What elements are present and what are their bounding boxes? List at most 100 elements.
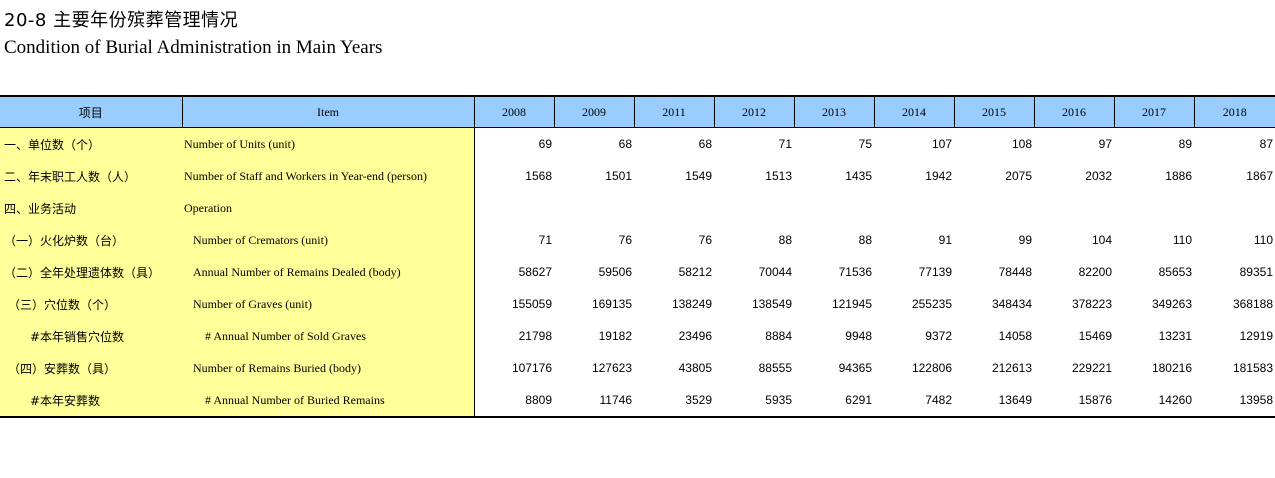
value-cell [1194, 192, 1275, 224]
page-title-chinese: 20-8 主要年份殡葬管理情况 [4, 10, 239, 31]
value-cell: 82200 [1034, 256, 1114, 288]
value-cell: 110 [1194, 224, 1275, 256]
header-year: 2015 [953, 95, 1034, 128]
value-cell: 14260 [1114, 384, 1194, 418]
value-cell: 99 [954, 224, 1034, 256]
value-cell: 5935 [714, 384, 794, 418]
header-year: 2012 [713, 95, 794, 128]
value-cell: 138249 [634, 288, 714, 320]
value-cell: 76 [554, 224, 634, 256]
value-cell: 75 [794, 127, 874, 160]
header-year: 2018 [1193, 95, 1275, 128]
value-cell: 229221 [1034, 352, 1114, 384]
value-cell: 1513 [714, 160, 794, 192]
value-cell: 88 [794, 224, 874, 256]
value-cell: 181583 [1194, 352, 1275, 384]
row-label-cn: 二、年末职工人数（人） [0, 160, 182, 192]
header-row: 项目 Item 2008 2009 2011 2012 2013 2014 20… [0, 95, 1275, 128]
table-row: #本年安葬数 # Annual Number of Buried Remains 8… [0, 384, 1275, 418]
value-cell: 1942 [874, 160, 954, 192]
value-cell: 11746 [554, 384, 634, 418]
value-cell: 89351 [1194, 256, 1275, 288]
header-year: 2013 [793, 95, 874, 128]
row-label-en: Number of Staff and Workers in Year-end … [182, 160, 475, 192]
value-cell: 110 [1114, 224, 1194, 256]
value-cell: 69 [474, 127, 554, 160]
value-cell: 1435 [794, 160, 874, 192]
row-label-cn: （三）穴位数（个） [0, 288, 182, 320]
row-label-en: Number of Graves (unit) [182, 288, 475, 320]
header-year: 2009 [553, 95, 634, 128]
value-cell: 3529 [634, 384, 714, 418]
row-label-en: Number of Units (unit) [182, 127, 475, 160]
value-cell: 127623 [554, 352, 634, 384]
row-label-cn: #本年安葬数 [0, 384, 182, 418]
value-cell: 121945 [794, 288, 874, 320]
page-title-english: Condition of Burial Administration in Ma… [4, 37, 383, 58]
value-cell [794, 192, 874, 224]
value-cell: 13231 [1114, 320, 1194, 352]
table-header: 项目 Item 2008 2009 2011 2012 2013 2014 20… [0, 95, 1275, 128]
value-cell: 59506 [554, 256, 634, 288]
row-label-en: Operation [182, 192, 475, 224]
value-cell: 85653 [1114, 256, 1194, 288]
value-cell: 2032 [1034, 160, 1114, 192]
value-cell: 15469 [1034, 320, 1114, 352]
value-cell: 70044 [714, 256, 794, 288]
value-cell: 348434 [954, 288, 1034, 320]
value-cell: 13649 [954, 384, 1034, 418]
value-cell: 169135 [554, 288, 634, 320]
value-cell: 71536 [794, 256, 874, 288]
value-cell: 108 [954, 127, 1034, 160]
value-cell: 76 [634, 224, 714, 256]
value-cell: 155059 [474, 288, 554, 320]
value-cell: 9372 [874, 320, 954, 352]
value-cell: 9948 [794, 320, 874, 352]
value-cell: 107176 [474, 352, 554, 384]
value-cell: 368188 [1194, 288, 1275, 320]
row-label-en: Annual Number of Remains Dealed (body) [182, 256, 475, 288]
value-cell: 87 [1194, 127, 1275, 160]
value-cell: 68 [554, 127, 634, 160]
value-cell: 180216 [1114, 352, 1194, 384]
table-row: 二、年末职工人数（人） Number of Staff and Workers i… [0, 160, 1275, 192]
value-cell: 104 [1034, 224, 1114, 256]
value-cell: 349263 [1114, 288, 1194, 320]
value-cell: 58212 [634, 256, 714, 288]
header-item-en: Item [181, 95, 474, 128]
value-cell: 19182 [554, 320, 634, 352]
value-cell: 15876 [1034, 384, 1114, 418]
table-row: （二）全年处理遗体数（具） Annual Number of Remains De… [0, 256, 1275, 288]
value-cell [554, 192, 634, 224]
row-label-cn: （二）全年处理遗体数（具） [0, 256, 182, 288]
value-cell: 94365 [794, 352, 874, 384]
value-cell: 1886 [1114, 160, 1194, 192]
value-cell: 1501 [554, 160, 634, 192]
table-row: 一、单位数（个） Number of Units (unit) 69 68 68 71 75… [0, 127, 1275, 160]
table-row: （一）火化炉数（台） Number of Cremators (unit) 71 76… [0, 224, 1275, 256]
table-row: 四、业务活动 Operation [0, 192, 1275, 224]
table-row: （四）安葬数（具） Number of Remains Buried (body)… [0, 352, 1275, 384]
value-cell: 88 [714, 224, 794, 256]
header-year: 2008 [473, 95, 554, 128]
table-row: #本年销售穴位数 # Annual Number of Sold Graves 21… [0, 320, 1275, 352]
value-cell: 89 [1114, 127, 1194, 160]
value-cell: 8809 [474, 384, 554, 418]
value-cell: 13958 [1194, 384, 1275, 418]
value-cell: 1549 [634, 160, 714, 192]
value-cell: 78448 [954, 256, 1034, 288]
header-year: 2011 [633, 95, 714, 128]
value-cell: 91 [874, 224, 954, 256]
header-year: 2016 [1033, 95, 1114, 128]
value-cell: 8884 [714, 320, 794, 352]
burial-statistics-table: 项目 Item 2008 2009 2011 2012 2013 2014 20… [0, 95, 1275, 418]
value-cell: 23496 [634, 320, 714, 352]
value-cell: 12919 [1194, 320, 1275, 352]
value-cell: 88555 [714, 352, 794, 384]
value-cell [874, 192, 954, 224]
value-cell: 58627 [474, 256, 554, 288]
value-cell [714, 192, 794, 224]
row-label-en: # Annual Number of Buried Remains [182, 384, 475, 418]
value-cell [1114, 192, 1194, 224]
value-cell: 122806 [874, 352, 954, 384]
